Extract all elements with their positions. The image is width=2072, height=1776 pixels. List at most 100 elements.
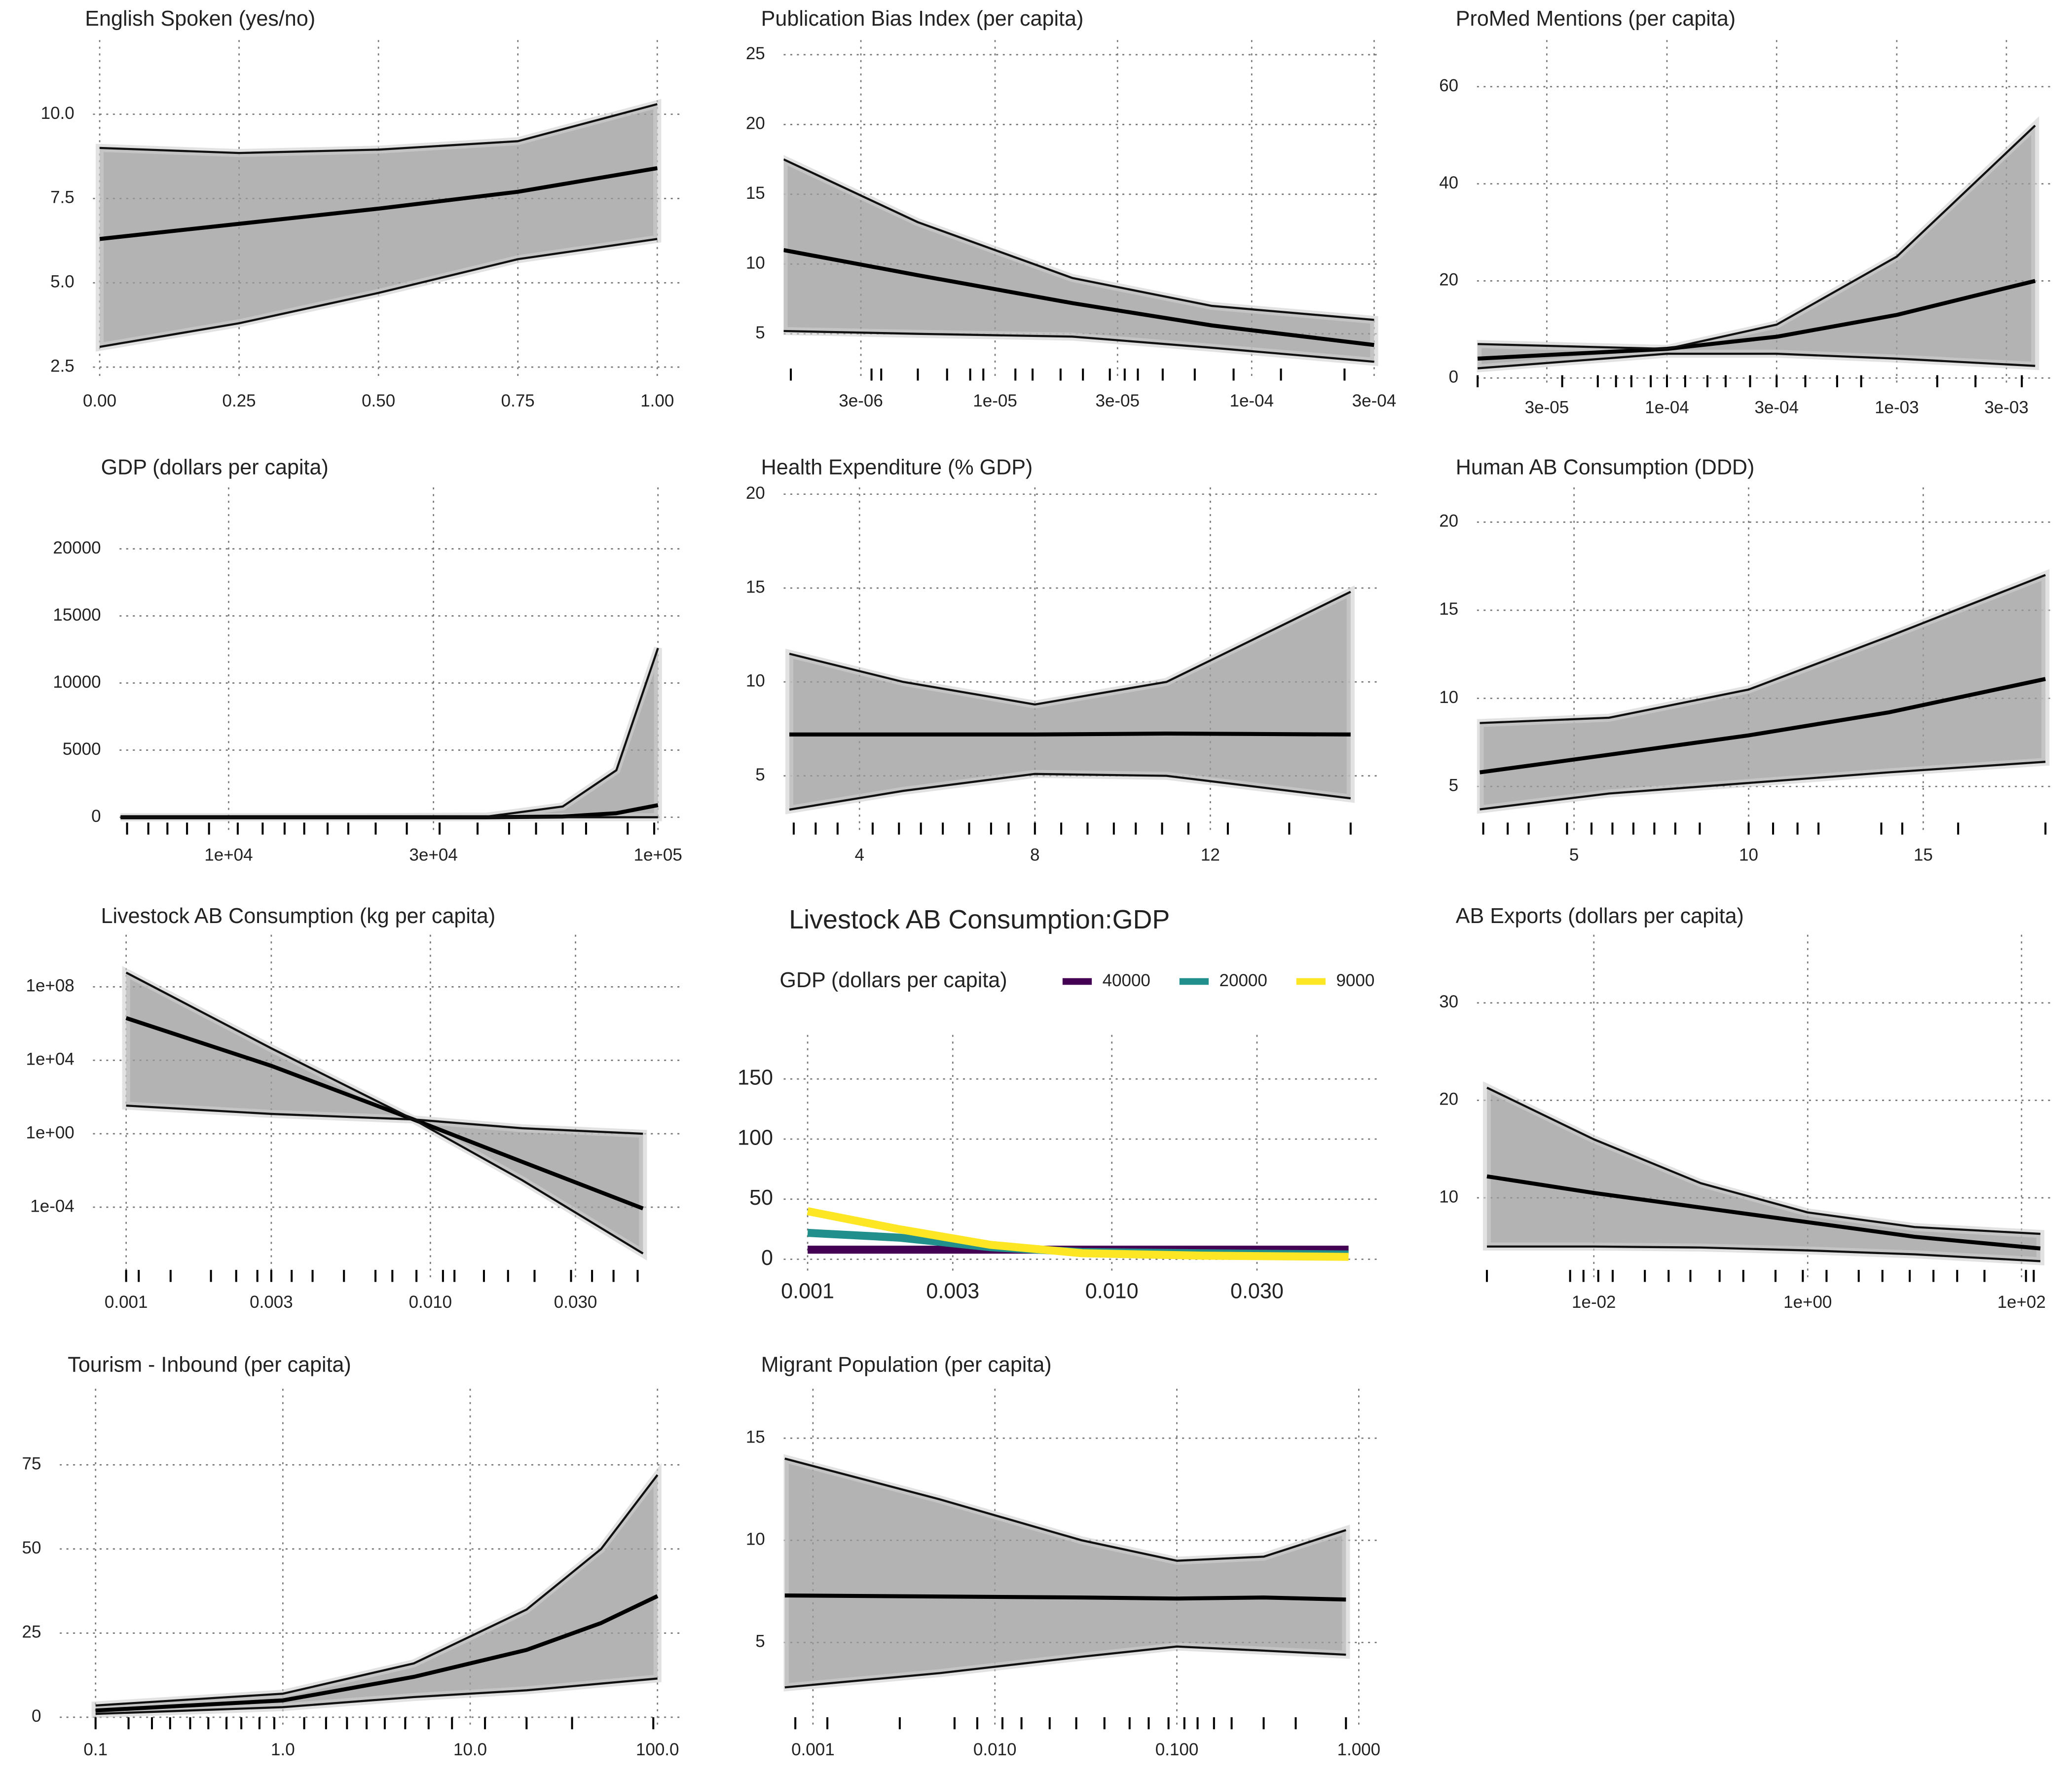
x-tick-label: 10.0	[453, 1740, 487, 1759]
x-tick-label: 1e+05	[634, 845, 682, 864]
panel-title: Publication Bias Index (per capita)	[761, 7, 1084, 31]
bound-line	[789, 591, 1351, 706]
panel-title: Health Expenditure (% GDP)	[761, 455, 1033, 479]
panel-title: GDP (dollars per capita)	[101, 455, 329, 479]
x-tick-label: 5	[1569, 845, 1579, 864]
y-tick-label: 10	[746, 1529, 765, 1549]
y-tick-label: 20	[746, 114, 765, 133]
y-tick-label: 15	[746, 1427, 765, 1446]
x-tick-label: 10	[1739, 845, 1758, 864]
y-tick-label: 1e+08	[26, 976, 74, 996]
panel-title: ProMed Mentions (per capita)	[1456, 7, 1736, 31]
plot-area	[1477, 569, 2050, 814]
plot-area	[122, 966, 647, 1261]
y-tick-label: 2.5	[50, 356, 74, 375]
y-tick-label: 100	[738, 1126, 773, 1149]
x-tick-label: 1e+00	[1783, 1293, 1832, 1312]
spread-band	[785, 585, 1355, 814]
x-tick-label: 1.000	[1337, 1740, 1381, 1759]
median-line	[1486, 1174, 2041, 1251]
bound-line	[783, 158, 1374, 321]
y-tick-label: 1e+00	[26, 1123, 74, 1142]
series-line	[807, 1207, 1349, 1261]
panel-title: Livestock AB Consumption:GDP	[789, 905, 1170, 934]
panel: Migrant Population (per capita) 0.001 0.01…	[746, 1353, 1381, 1759]
panel-title: Tourism - Inbound (per capita)	[68, 1353, 351, 1376]
x-tick-label: 3e+04	[409, 845, 458, 864]
plot-area	[95, 99, 662, 352]
panel: Livestock AB Consumption (kg per capita)…	[26, 904, 684, 1312]
y-tick-label: 150	[738, 1066, 773, 1089]
median-line	[784, 1593, 1346, 1602]
x-tick-label: 0.001	[105, 1293, 148, 1312]
x-tick-label: 1e+02	[1998, 1293, 2046, 1312]
y-tick-label: 0	[1449, 367, 1458, 386]
y-tick-label: 40	[1439, 173, 1458, 192]
x-tick-label: 8	[1030, 845, 1039, 864]
y-tick-label: 10	[746, 253, 765, 272]
y-tick-label: 15	[746, 184, 765, 203]
y-tick-label: 20000	[53, 538, 101, 557]
spread-band	[120, 647, 662, 821]
x-tick-label: 0.00	[83, 391, 116, 410]
panel: AB Exports (dollars per capita) 1e-02 1e+0…	[1439, 904, 2052, 1312]
median-line	[95, 1594, 659, 1713]
x-tick-label: 3e-05	[1095, 391, 1139, 410]
y-tick-label: 20	[1439, 270, 1458, 290]
y-tick-label: 10	[1439, 1187, 1458, 1206]
bound-line	[99, 103, 658, 154]
plot-area	[91, 1463, 662, 1718]
y-tick-label: 1e-04	[30, 1196, 74, 1216]
panel-title: AB Exports (dollars per capita)	[1456, 904, 1744, 928]
x-tick-label: 1e+04	[204, 845, 253, 864]
x-tick-label: 3e-05	[1525, 398, 1569, 417]
x-tick-label: 1.00	[640, 391, 674, 410]
spread-band	[783, 1454, 1350, 1692]
bound-line	[126, 1104, 643, 1135]
bound-line	[95, 1677, 658, 1715]
x-tick-label: 0.003	[250, 1293, 293, 1312]
median-line	[99, 166, 658, 241]
y-tick-label: 30	[1439, 992, 1458, 1011]
y-tick-label: 25	[22, 1623, 41, 1642]
x-tick-label: 0.1	[83, 1740, 108, 1759]
y-tick-label: 10	[1439, 688, 1458, 707]
x-tick-label: 15	[1914, 845, 1933, 864]
median-line	[789, 731, 1351, 737]
y-tick-label: 20	[1439, 512, 1458, 531]
x-tick-label: 1e-04	[1645, 398, 1689, 417]
panel-title: Human AB Consumption (DDD)	[1456, 455, 1755, 479]
median-line	[783, 248, 1374, 347]
y-tick-label: 10000	[53, 672, 101, 692]
x-tick-label: 0.25	[222, 391, 256, 410]
panel-title: Livestock AB Consumption (kg per capita)	[101, 904, 496, 928]
x-tick-label: 0.100	[1155, 1740, 1199, 1759]
plot-area	[783, 155, 1378, 367]
plot-area	[120, 647, 662, 821]
panel: Human AB Consumption (DDD) 5 10 15 5 10 15 20	[1439, 455, 2052, 864]
bound-line	[1478, 124, 2036, 350]
y-tick-label: 50	[749, 1186, 773, 1210]
x-tick-label: 100.0	[636, 1740, 679, 1759]
median-line	[1479, 677, 2046, 775]
y-tick-label: 75	[22, 1454, 41, 1473]
bound-line	[784, 1645, 1346, 1689]
x-tick-label: 1.0	[271, 1740, 295, 1759]
plot-area	[1477, 116, 2039, 372]
bound-line	[99, 238, 658, 348]
panel: GDP (dollars per capita) 1e+04 3e+04 1e+05 0…	[53, 455, 684, 864]
y-tick-label: 5	[1449, 776, 1458, 795]
x-tick-label: 0.003	[926, 1279, 979, 1303]
x-tick-label: 0.030	[1230, 1279, 1284, 1303]
bound-line	[1487, 1245, 2041, 1262]
panel-title: English Spoken (yes/no)	[85, 7, 315, 31]
bound-line	[95, 1474, 659, 1707]
y-tick-label: 50	[22, 1538, 41, 1557]
bound-line	[783, 330, 1374, 363]
x-tick-label: 12	[1201, 845, 1220, 864]
x-tick-label: 1e-02	[1572, 1293, 1616, 1312]
y-tick-label: 15	[1439, 599, 1458, 619]
y-tick-label: 15	[746, 577, 765, 596]
bound-line	[784, 1457, 1346, 1562]
x-tick-label: 1e-05	[973, 391, 1017, 410]
